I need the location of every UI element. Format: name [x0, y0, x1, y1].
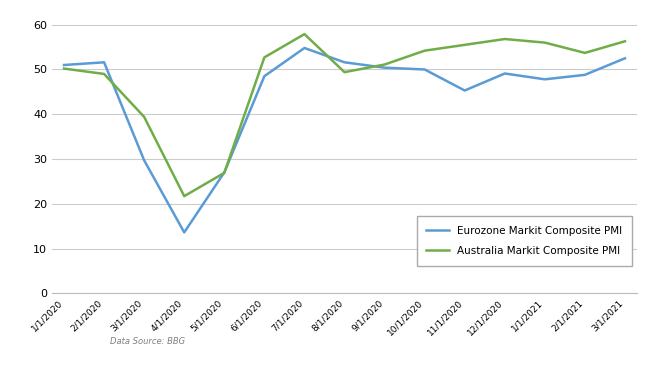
Australia Markit Composite PMI — [341, 70, 348, 74]
Eurozone Markit Composite PMI — [621, 56, 629, 61]
Eurozone Markit Composite PMI — [60, 63, 68, 67]
Australia Markit Composite PMI — [300, 32, 308, 36]
Australia Markit Composite PMI — [621, 39, 629, 44]
Eurozone Markit Composite PMI — [501, 71, 509, 76]
Line: Australia Markit Composite PMI: Australia Markit Composite PMI — [64, 34, 625, 196]
Eurozone Markit Composite PMI — [100, 60, 108, 65]
Eurozone Markit Composite PMI — [541, 77, 549, 82]
Eurozone Markit Composite PMI — [341, 60, 348, 65]
Eurozone Markit Composite PMI — [381, 65, 389, 70]
Australia Markit Composite PMI — [541, 40, 549, 45]
Australia Markit Composite PMI — [180, 194, 188, 199]
Eurozone Markit Composite PMI — [180, 230, 188, 235]
Text: Data Source: BBG: Data Source: BBG — [111, 337, 186, 346]
Legend: Eurozone Markit Composite PMI, Australia Markit Composite PMI: Eurozone Markit Composite PMI, Australia… — [417, 216, 632, 265]
Australia Markit Composite PMI — [60, 66, 68, 71]
Australia Markit Composite PMI — [100, 72, 108, 76]
Australia Markit Composite PMI — [461, 42, 469, 47]
Eurozone Markit Composite PMI — [581, 73, 589, 77]
Eurozone Markit Composite PMI — [461, 88, 469, 93]
Australia Markit Composite PMI — [421, 49, 428, 53]
Eurozone Markit Composite PMI — [220, 170, 228, 175]
Line: Eurozone Markit Composite PMI: Eurozone Markit Composite PMI — [64, 48, 625, 232]
Australia Markit Composite PMI — [381, 62, 389, 67]
Australia Markit Composite PMI — [501, 37, 509, 41]
Eurozone Markit Composite PMI — [421, 67, 428, 72]
Eurozone Markit Composite PMI — [261, 74, 268, 79]
Australia Markit Composite PMI — [140, 115, 148, 119]
Australia Markit Composite PMI — [261, 55, 268, 60]
Australia Markit Composite PMI — [220, 171, 228, 175]
Eurozone Markit Composite PMI — [300, 46, 308, 50]
Australia Markit Composite PMI — [581, 51, 589, 55]
Eurozone Markit Composite PMI — [140, 158, 148, 162]
